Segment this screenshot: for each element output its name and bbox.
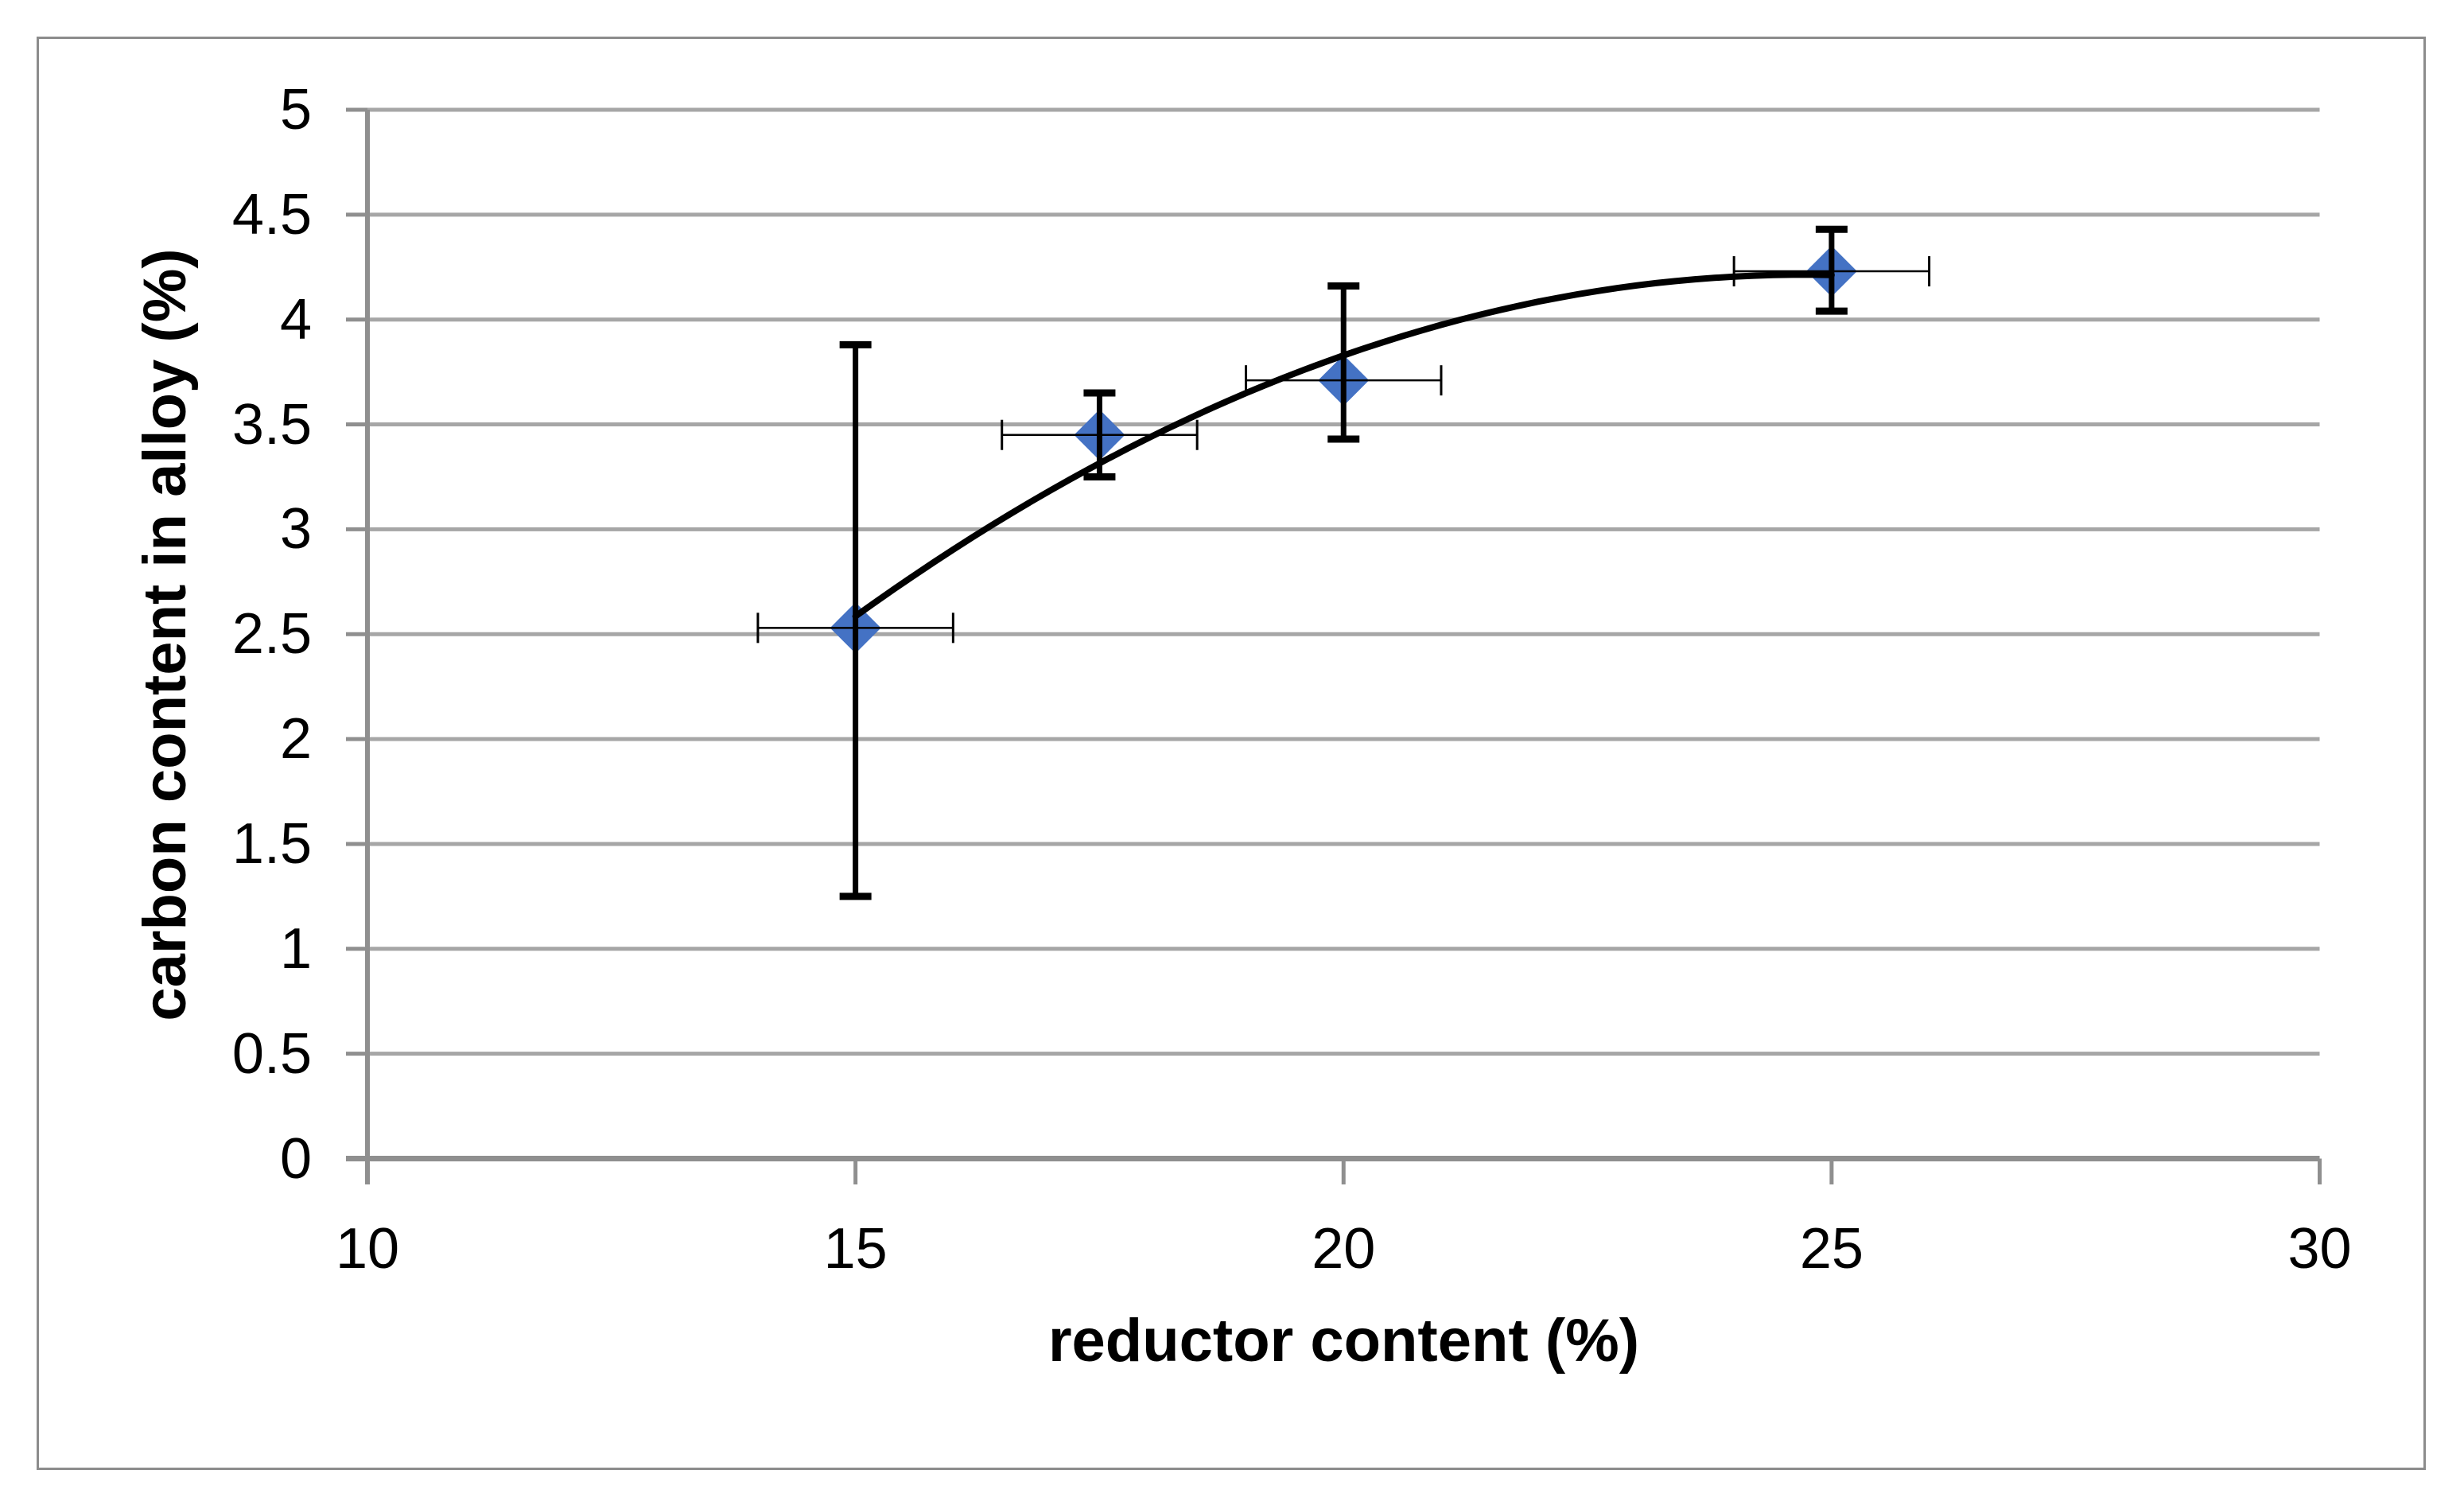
y-tick-label: 4.5 bbox=[231, 182, 312, 247]
x-tick-label: 15 bbox=[823, 1217, 888, 1281]
y-tick-label: 2.5 bbox=[231, 602, 312, 667]
x-tick-label: 30 bbox=[2287, 1217, 2352, 1281]
y-tick-label: 3 bbox=[279, 497, 312, 562]
y-tick-label: 4 bbox=[279, 287, 312, 352]
y-tick-label: 5 bbox=[279, 78, 312, 142]
x-tick-label: 25 bbox=[1799, 1217, 1864, 1281]
x-tick-label: 20 bbox=[1312, 1217, 1376, 1281]
figure-border bbox=[37, 37, 2426, 1470]
x-axis-title: reductor content (%) bbox=[1047, 1307, 1640, 1375]
trendline-curve bbox=[852, 271, 1835, 620]
y-axis-title: carbon content in alloy (%) bbox=[131, 248, 199, 1021]
y-tick-label: 3.5 bbox=[231, 392, 312, 457]
y-tick-label: 2 bbox=[279, 707, 312, 772]
y-tick-label: 1 bbox=[279, 916, 312, 981]
y-tick-label: 1.5 bbox=[231, 811, 312, 876]
x-tick-label: 10 bbox=[335, 1217, 400, 1281]
y-tick-label: 0.5 bbox=[231, 1021, 312, 1086]
y-tick-label: 0 bbox=[279, 1126, 312, 1191]
